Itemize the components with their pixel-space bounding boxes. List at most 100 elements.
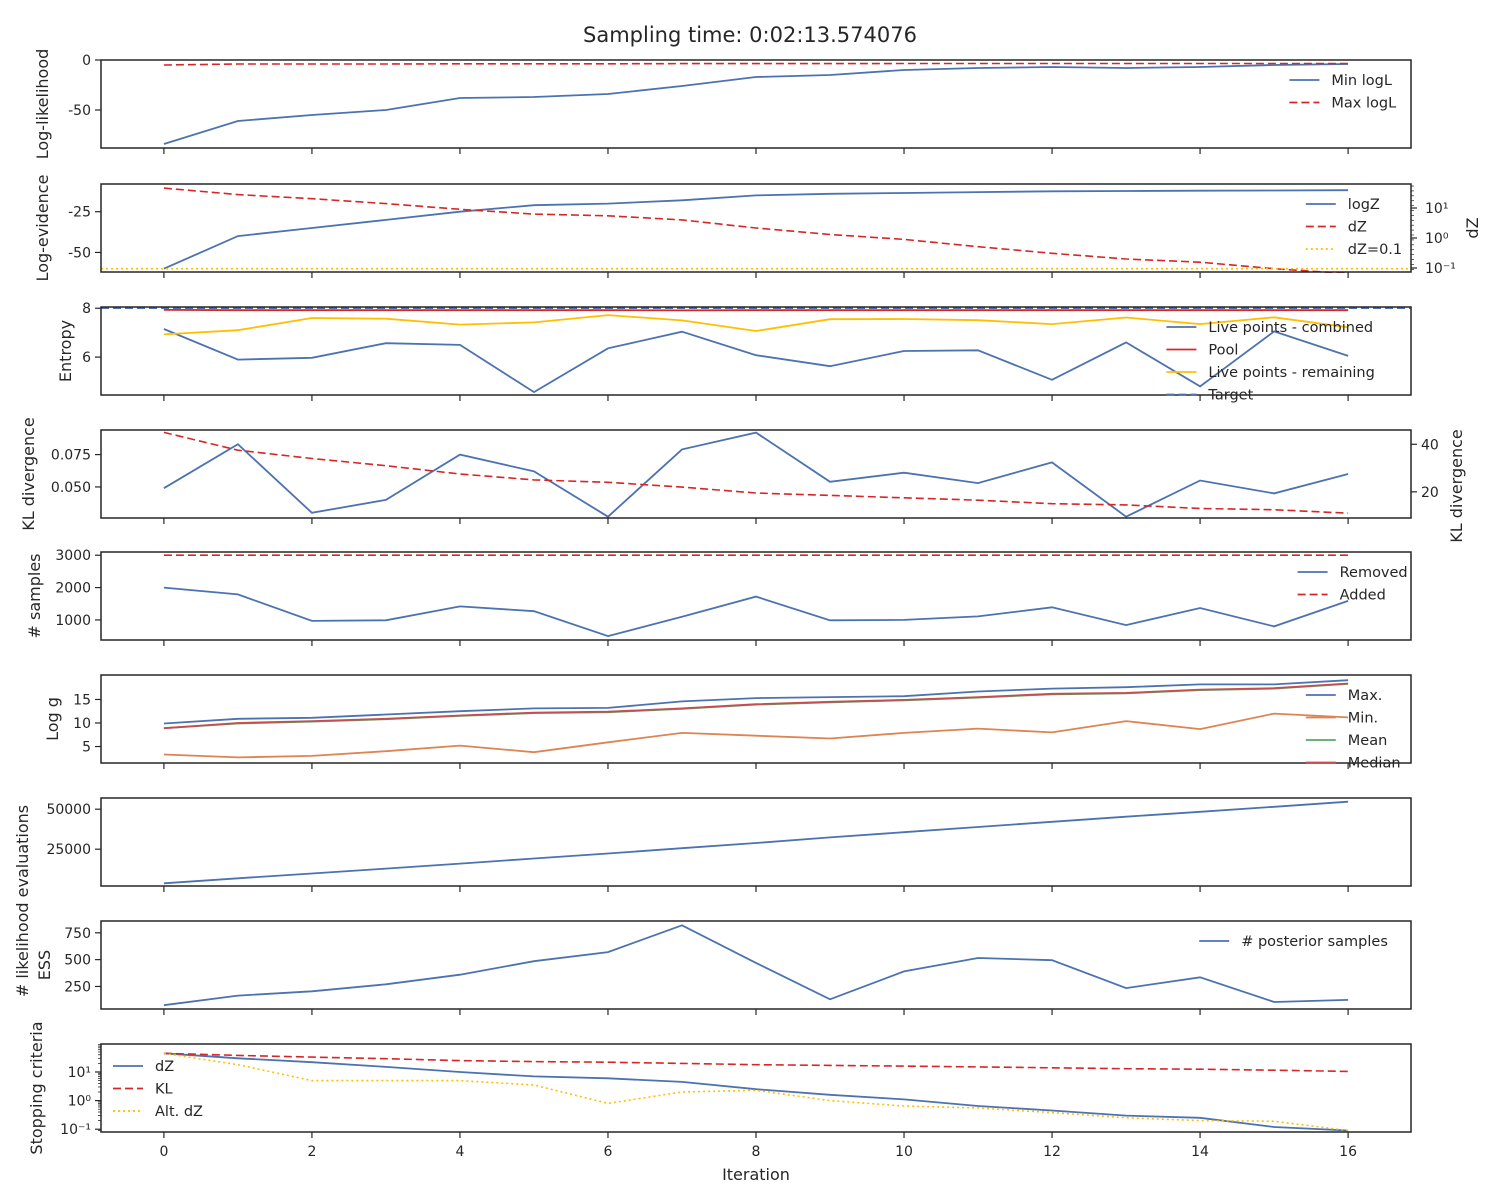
y2-axis-label: KL divergence <box>1447 429 1466 542</box>
y-axis-label: ESS <box>35 950 54 980</box>
legend: # posterior samples <box>1199 934 1388 950</box>
panel-6: 50000 25000 # likelihood evaluations <box>13 797 1412 997</box>
x-tick-label: 16 <box>1339 1144 1357 1160</box>
series-line-s0 <box>163 800 1349 885</box>
series-line-min-logl <box>163 63 1349 145</box>
legend-label: Median <box>1348 756 1401 772</box>
x-tick-label: 0 <box>159 1144 168 1160</box>
axes-frame <box>100 920 1412 1010</box>
x-tick-label: 10 <box>895 1144 913 1160</box>
legend: Max. Min. Mean Median <box>1305 688 1401 772</box>
axes-frame <box>100 429 1412 519</box>
axes-frame <box>100 551 1412 641</box>
y-tick-label: -50 <box>68 245 91 261</box>
series-line-max-logl <box>163 62 1349 66</box>
axes-frame <box>100 59 1412 149</box>
y-tick-label: 8 <box>82 301 91 317</box>
y-tick-label: 50000 <box>46 802 91 818</box>
series-line-median <box>163 682 1349 730</box>
legend-label: Max logL <box>1331 96 1396 112</box>
axes-frame <box>100 306 1412 396</box>
panel-4: 3000 2000 1000 # samples Removed Added <box>25 548 1412 646</box>
y-tick-label: 500 <box>64 953 91 969</box>
legend-label: Max. <box>1348 688 1383 704</box>
x-tick-label: 6 <box>604 1144 613 1160</box>
x-tick-label: 14 <box>1191 1144 1209 1160</box>
x-tick-label: 2 <box>307 1144 316 1160</box>
panel-8: 10¹ 10⁰ 10⁻¹ Stopping criteria 0 2 4 6 8 10 12 14 16… <box>27 1021 1412 1160</box>
panels: 0 -50 Log-likelihood Min logL Max logL -25 -50… <box>13 49 1482 1160</box>
y2-tick-label: 10⁻¹ <box>1425 261 1456 277</box>
series-line--posterior-samples <box>163 924 1349 1007</box>
legend-label: logZ <box>1348 197 1380 213</box>
y-tick-label: 6 <box>82 350 91 366</box>
y-axis-label: Log-likelihood <box>33 49 52 160</box>
series-line-s0 <box>163 431 1349 518</box>
y-tick-label: 750 <box>64 926 91 942</box>
x-tick-label: 4 <box>455 1144 464 1160</box>
x-tick-label: 12 <box>1043 1144 1061 1160</box>
legend-label: Alt. dZ <box>155 1104 203 1120</box>
x-axis-label: Iteration <box>722 1165 790 1184</box>
y-axis-label: Entropy <box>56 320 75 382</box>
legend: dZ KL Alt. dZ <box>113 1059 203 1120</box>
y2-tick-label: 40 <box>1421 437 1439 453</box>
y-tick-label: 1000 <box>55 613 91 629</box>
y-tick-label: -50 <box>68 103 91 119</box>
y-tick-label: 25000 <box>46 842 91 858</box>
y-tick-label: 0.050 <box>51 480 91 496</box>
series-line-dz <box>163 1052 1349 1132</box>
y-tick-label: 2000 <box>55 581 91 597</box>
legend-label: Min. <box>1348 711 1378 727</box>
axes-frame <box>100 674 1412 764</box>
y-tick-label: 15 <box>73 692 91 708</box>
series-line-pool <box>163 309 1349 312</box>
panel-0: 0 -50 Log-likelihood Min logL Max logL <box>33 49 1412 160</box>
y-tick-label: 3000 <box>55 548 91 564</box>
legend-label: KL <box>155 1082 173 1098</box>
y2-tick-label: 20 <box>1421 485 1439 501</box>
legend-label: Live points - combined <box>1208 320 1373 336</box>
series-line-s1 <box>163 431 1349 514</box>
panel-2: 8 6 Entropy Live points - combined Pool Live … <box>56 301 1412 404</box>
series-line-dz <box>163 187 1349 273</box>
legend-label: Min logL <box>1331 73 1392 89</box>
axes-frame <box>100 1043 1412 1133</box>
series-line-kl <box>163 1052 1349 1073</box>
y-tick-label: 0 <box>82 53 91 69</box>
y-axis-label: Log g <box>43 697 62 741</box>
figure-title: Sampling time: 0:02:13.574076 <box>583 23 917 47</box>
series-line-max- <box>163 679 1349 725</box>
y-tick-label: 5 <box>82 740 91 756</box>
legend-label: Added <box>1340 588 1386 604</box>
legend-label: Live points - remaining <box>1208 365 1374 381</box>
legend-label: Target <box>1207 388 1253 404</box>
y-tick-label: 10 <box>73 716 91 732</box>
axes-frame <box>100 797 1412 887</box>
legend-label: Pool <box>1208 343 1238 359</box>
series-line-min- <box>163 712 1349 759</box>
legend-label: Removed <box>1340 565 1408 581</box>
y-tick-label: -25 <box>68 205 91 221</box>
legend: Removed Added <box>1297 565 1408 604</box>
series-line-removed <box>163 586 1349 638</box>
y-tick-label: 10¹ <box>68 1065 91 1081</box>
legend-label: dZ=0.1 <box>1348 242 1402 258</box>
y-tick-label: 10⁰ <box>68 1094 92 1110</box>
y-axis-label: Log-evidence <box>33 175 52 282</box>
legend: logZ dZ dZ=0.1 <box>1305 197 1402 258</box>
series-line-logz <box>163 189 1349 270</box>
legend-label: dZ <box>155 1059 174 1075</box>
legend: Min logL Max logL <box>1289 73 1396 112</box>
y-axis-label: # likelihood evaluations <box>13 805 32 997</box>
series-line-live-points-combined <box>163 328 1349 394</box>
legend-label: Mean <box>1348 733 1388 749</box>
panel-5: 15 10 5 Log g Max. Min. Mean Median <box>43 674 1412 772</box>
x-tick-label: 8 <box>752 1144 761 1160</box>
y2-tick-label: 10⁰ <box>1425 231 1449 247</box>
legend-label: # posterior samples <box>1241 934 1388 950</box>
y2-axis-label: dZ <box>1463 217 1482 238</box>
y-tick-label: 250 <box>64 979 91 995</box>
y-axis-label: Stopping criteria <box>27 1021 46 1154</box>
